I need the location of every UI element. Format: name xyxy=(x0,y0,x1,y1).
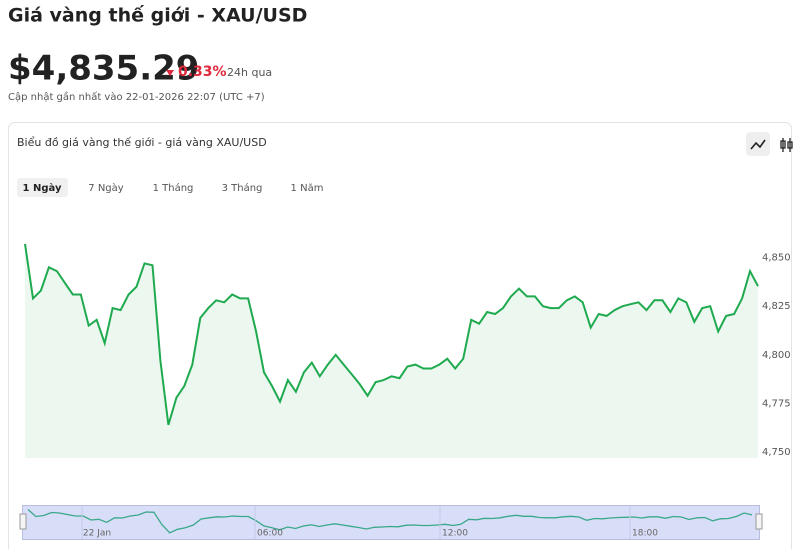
tab[interactable]: 3 Tháng xyxy=(222,182,263,194)
navigator-label: 18:00 xyxy=(632,529,658,539)
navigator-label: 06:00 xyxy=(257,529,283,539)
card-title: Biểu đồ giá vàng thế giới - giá vàng XAU… xyxy=(17,136,267,149)
navigator-label: 22 Jan xyxy=(83,529,111,539)
plot: 4,750 4,775 4,800 4,825 4,850 xyxy=(24,243,791,458)
line-icon xyxy=(750,139,766,150)
tabs: 1 Ngày 7 Ngày 1 Tháng 3 Tháng 1 Năm xyxy=(17,178,323,197)
y-tick-label: 4,800 xyxy=(762,350,791,361)
change: 0.33% xyxy=(178,64,227,80)
tab[interactable]: 1 Ngày xyxy=(23,182,62,194)
navigator-line xyxy=(27,509,753,534)
tab-active-bg xyxy=(17,178,68,197)
navigator-handle[interactable] xyxy=(755,513,763,530)
period: 24h qua xyxy=(227,66,272,79)
updated: Cập nhật gần nhất vào 22-01-2026 22:07 (… xyxy=(8,91,265,103)
y-tick-label: 4,750 xyxy=(762,447,791,458)
y-tick-label: 4,775 xyxy=(762,399,791,410)
navigator-series: 22 Jan 06:00 12:00 18:00 xyxy=(19,506,763,539)
price: $4,835.29 xyxy=(8,49,199,89)
tab[interactable]: 1 Tháng xyxy=(153,182,194,194)
y-tick-label: 4,850 xyxy=(762,253,791,264)
navigator[interactable] xyxy=(22,505,760,540)
tab[interactable]: 1 Năm xyxy=(291,183,324,194)
down-arrow xyxy=(166,70,174,76)
page-title: Giá vàng thế giới - XAU/USD xyxy=(8,4,307,27)
navigator-handle[interactable] xyxy=(19,513,27,530)
candle-mode-button[interactable] xyxy=(780,138,793,152)
navigator-label: 12:00 xyxy=(442,529,468,539)
area xyxy=(25,243,758,458)
y-tick-label: 4,825 xyxy=(762,301,791,312)
card xyxy=(8,122,792,553)
tab[interactable]: 7 Ngày xyxy=(88,182,123,194)
line xyxy=(24,243,759,426)
